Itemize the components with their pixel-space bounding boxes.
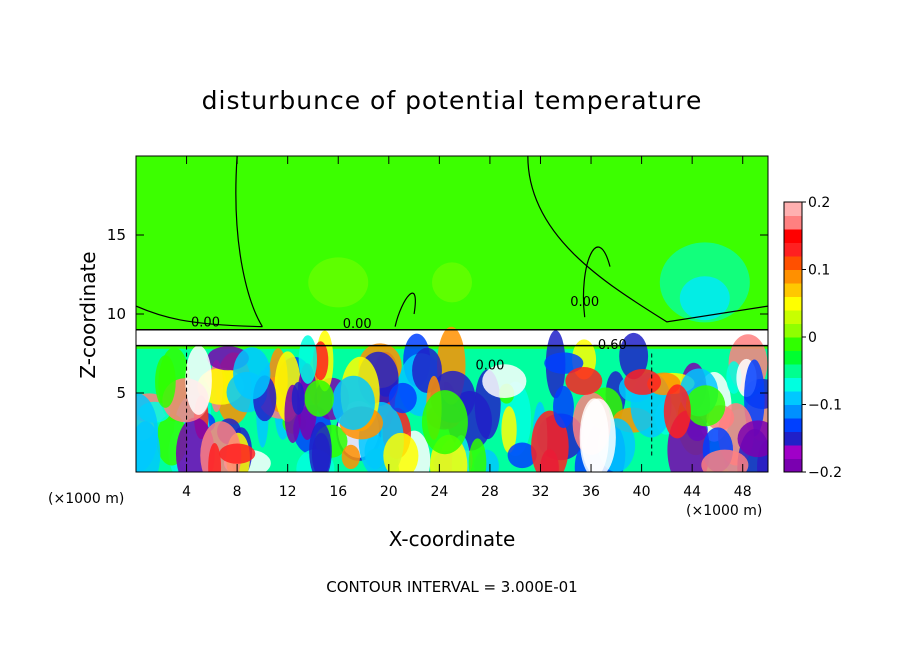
y-tick-label: 15 [107, 226, 126, 244]
contour-line [235, 156, 263, 327]
colorbar-swatch [784, 350, 802, 365]
x-tick-label: 28 [481, 484, 499, 500]
x-tick-label: 4 [182, 484, 191, 500]
turbulence-cell [341, 444, 361, 470]
colorbar-swatch [784, 310, 802, 324]
turbulence-cell [468, 438, 487, 472]
contour-label: 0.00 [191, 316, 220, 331]
inversion-contour [136, 329, 768, 347]
upper-anomaly [308, 257, 369, 308]
contour-label: 0.00 [343, 317, 372, 332]
upper-anomaly [432, 262, 472, 303]
contour-labels: 0.00 0.00 0.00 -0.60 0.00 [191, 295, 627, 373]
contour-line [582, 246, 611, 318]
upper-anomaly [679, 276, 730, 321]
contour-label: 0.00 [570, 295, 599, 310]
x-tick-label: 8 [233, 484, 242, 500]
colorbar-swatch [784, 229, 802, 243]
turbulence-cell [663, 384, 691, 439]
turbulence-cell [304, 379, 334, 417]
turbulence-cell [291, 381, 305, 415]
turbulence-cell [482, 364, 527, 399]
turbulence-cell [701, 449, 749, 472]
contour-line [527, 156, 768, 323]
y-axis: 5 10 15 [107, 226, 768, 402]
colorbar-tick-label: 0.2 [808, 195, 830, 211]
turbulence-cell [208, 443, 222, 472]
y-tick-label: 10 [107, 305, 126, 323]
x-tick-label: 16 [329, 484, 347, 500]
turbulence-cell [619, 332, 649, 380]
colorbar-swatch [784, 242, 802, 257]
turbulence-cell [553, 385, 574, 429]
turbulence-cell [624, 369, 662, 395]
turbulence-cell [388, 382, 417, 414]
turbulence-cell [544, 352, 584, 374]
x-tick-label: 36 [582, 484, 600, 500]
turbulence-cell [501, 406, 517, 454]
turbulence-cell [136, 393, 159, 472]
colorbar-swatch [784, 391, 802, 405]
colorbar: 0.2 0.1 0 −0.1 −0.2 [783, 195, 842, 481]
turbulence-cell [507, 442, 537, 469]
colorbar-swatch [784, 256, 802, 270]
contour-line [186, 345, 653, 465]
colorbar-swatch [784, 404, 802, 419]
turbulence-cell [579, 398, 609, 472]
y-axis-label: Z-coordinate [76, 251, 100, 379]
x-tick-label: 48 [734, 484, 752, 500]
colorbar-swatch [784, 215, 802, 230]
colorbar-swatch [784, 445, 802, 459]
turbulence-cell [383, 432, 419, 472]
colorbar-swatch [784, 283, 802, 297]
turbulence-cell [309, 421, 332, 472]
turbulence-cell [155, 355, 176, 408]
turbulence-cell [312, 341, 329, 381]
colorbar-swatch [784, 431, 802, 446]
colorbar-swatch [784, 337, 802, 351]
colorbar-swatch [784, 296, 802, 311]
colorbar-tick-label: 0 [808, 330, 817, 346]
turbulence-cell [565, 367, 603, 396]
colorbar-swatch [784, 323, 802, 338]
x-unit-label: (×1000 m) [686, 503, 763, 519]
contour-line [394, 292, 416, 327]
x-tick-label: 20 [380, 484, 398, 500]
colorbar-tick-label: −0.1 [808, 398, 842, 414]
colorbar-swatch [784, 377, 802, 392]
x-tick-label: 12 [279, 484, 297, 500]
colorbar-tick-label: 0.1 [808, 263, 830, 279]
turbulence-cell [421, 390, 468, 455]
colorbar-swatch [784, 202, 802, 216]
x-tick-label: 44 [683, 484, 701, 500]
x-tick-label: 32 [532, 484, 550, 500]
colorbar-swatch [784, 269, 802, 284]
x-axis-label: X-coordinate [388, 527, 516, 551]
turbulence-cell [364, 434, 386, 470]
turbulence-cell [185, 345, 212, 415]
colorbar-swatch [784, 364, 802, 378]
z-unit-label: (×1000 m) [48, 491, 125, 507]
colorbar-swatch [784, 418, 802, 432]
turbulence-cell [219, 443, 256, 464]
colorbar-tick-label: −0.2 [808, 465, 842, 481]
turbulence-cell [331, 375, 375, 430]
chart-title: disturbunce of potential temperature [201, 86, 703, 115]
contour-interval-note: CONTOUR INTERVAL = 3.000E-01 [326, 578, 578, 596]
y-tick-label: 5 [116, 384, 126, 402]
x-tick-label: 40 [633, 484, 651, 500]
turbulence-cell [737, 420, 768, 458]
turbulence-cell [685, 385, 726, 427]
turbulence-cell [298, 335, 318, 384]
contour-label: -0.60 [593, 338, 627, 353]
contour-line [136, 305, 263, 328]
colorbar-swatch [784, 458, 802, 473]
x-axis: 4 8 12 16 20 24 28 32 36 40 44 48 [182, 156, 752, 500]
x-tick-label: 24 [430, 484, 448, 500]
heatmap-field [136, 156, 768, 472]
contour-label: 0.00 [475, 358, 504, 373]
turbulence-cell [233, 347, 271, 400]
